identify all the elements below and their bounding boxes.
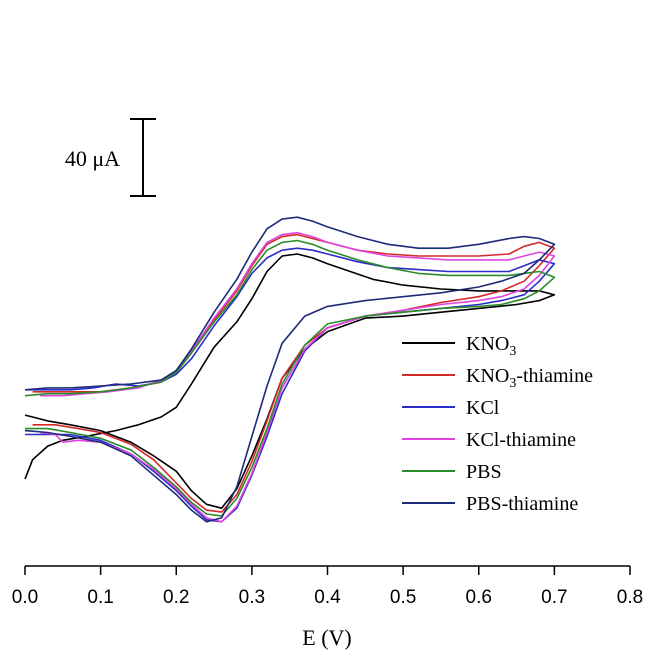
scale-bar: 40 μA bbox=[65, 118, 156, 197]
x-tick-label: 0.1 bbox=[87, 587, 113, 608]
x-tick-label: 0.5 bbox=[390, 587, 416, 608]
x-tick-label: 0.2 bbox=[163, 587, 189, 608]
legend-label: PBS-thiamine bbox=[466, 493, 578, 515]
x-tick-label: 0.7 bbox=[541, 587, 567, 608]
x-tick-label: 0.0 bbox=[12, 587, 38, 608]
scale-bar-label: 40 μA bbox=[65, 146, 120, 171]
legend: KNO3 KNO3-thiamine KCl KCl-thiamine PBS PBS-t… bbox=[402, 333, 593, 515]
x-tick-label: 0.8 bbox=[617, 587, 643, 608]
legend-label: PBS bbox=[466, 461, 502, 483]
series-line-kcl-thiamine bbox=[39, 231, 556, 523]
legend-label: KNO3-thiamine bbox=[466, 365, 593, 391]
series-line-pbs-thiamine bbox=[24, 216, 556, 523]
x-tick-label: 0.4 bbox=[314, 587, 341, 608]
series-line-pbs bbox=[24, 239, 556, 517]
legend-label: KCl-thiamine bbox=[466, 429, 576, 451]
legend-label: KCl bbox=[466, 397, 500, 419]
x-tick-label: 0.3 bbox=[239, 587, 265, 608]
legend-label: KNO3 bbox=[466, 333, 516, 359]
x-axis-ticks: 0.0 0.1 0.2 0.3 0.4 0.5 0.6 0.7 0.8 bbox=[12, 566, 643, 608]
plot-area bbox=[24, 216, 556, 523]
x-tick-label: 0.6 bbox=[466, 587, 492, 608]
x-axis: 0.0 0.1 0.2 0.3 0.4 0.5 0.6 0.7 0.8 E (V) bbox=[12, 565, 643, 650]
series-line-kno3-thiamine bbox=[32, 233, 556, 513]
x-axis-label: E (V) bbox=[302, 625, 351, 650]
